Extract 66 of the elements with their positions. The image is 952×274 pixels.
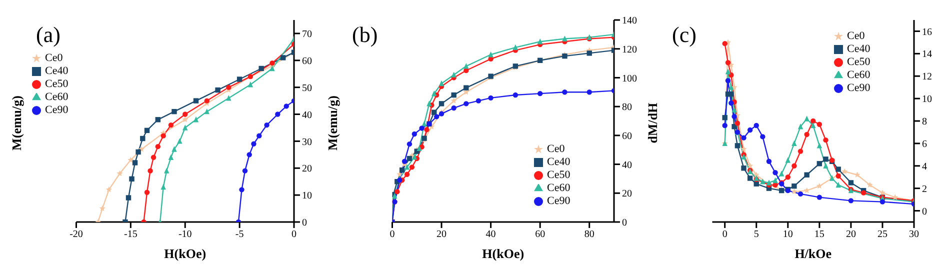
chart-title: (a) <box>36 22 60 48</box>
legend-label: Ce40 <box>847 43 870 55</box>
x-tick-label: -20 <box>70 229 83 240</box>
legend-label: Ce0 <box>847 30 865 42</box>
y-tick-label: 8 <box>922 116 927 128</box>
x-tick-label: 0 <box>292 229 296 240</box>
legend-label: Ce40 <box>45 65 68 77</box>
x-axis-title: H(kOe) <box>164 246 206 261</box>
x-tick-label: 60 <box>535 229 546 240</box>
legend-label: Ce60 <box>45 91 68 103</box>
x-tick-label: -10 <box>178 229 192 240</box>
x-tick-label: 80 <box>584 229 594 240</box>
chart-title: (b) <box>352 22 378 48</box>
legend-label: Ce50 <box>547 169 570 181</box>
y-tick-label: 4 <box>922 161 927 172</box>
y-tick-label: 140 <box>622 16 637 27</box>
y-tick-label: 60 <box>302 56 312 67</box>
y-tick-label: 70 <box>302 29 312 40</box>
y-tick-label: 100 <box>622 73 637 84</box>
x-tick-label: 40 <box>486 229 496 240</box>
y-tick-label: 60 <box>622 130 632 142</box>
legend-label: Ce40 <box>547 156 570 168</box>
x-tick-label: 5 <box>754 229 759 240</box>
x-tick-label: 20 <box>846 229 856 240</box>
x-axis-title: H(kOe) <box>482 246 524 261</box>
x-tick-label: -15 <box>124 229 138 240</box>
x-tick-label: 0 <box>390 229 395 240</box>
legend-label: Ce0 <box>45 52 63 64</box>
x-tick-label: 25 <box>877 229 888 240</box>
y-tick-label: 0 <box>622 218 627 229</box>
y-axis-title: M(emu/g) <box>9 96 25 150</box>
y-tick-label: 30 <box>302 136 312 148</box>
y-tick-label: 40 <box>622 160 632 171</box>
y-tick-label: 0 <box>302 218 307 229</box>
legend-label: Ce0 <box>547 143 565 155</box>
x-tick-label: -5 <box>235 229 244 240</box>
y-tick-label: 16 <box>922 26 932 38</box>
y-tick-label: 0 <box>922 206 927 218</box>
y-axis-title: M(emu/g) <box>325 96 341 150</box>
chart-title: (c) <box>672 22 696 48</box>
y-tick-label: 14 <box>922 49 932 60</box>
x-tick-label: 15 <box>814 229 824 240</box>
legend-label: Ce60 <box>847 69 870 81</box>
y-tick-label: 40 <box>302 110 312 121</box>
y-tick-label: 10 <box>302 190 312 202</box>
y-tick-label: 12 <box>922 72 932 83</box>
x-tick-label: 20 <box>436 229 447 240</box>
y-tick-label: 50 <box>302 82 312 94</box>
x-tick-label: 0 <box>722 229 728 240</box>
y-tick-label: 10 <box>922 94 932 106</box>
legend-label: Ce50 <box>847 56 870 68</box>
y-tick-label: 80 <box>622 102 632 114</box>
x-tick-label: 30 <box>909 229 919 240</box>
y-tick-label: 6 <box>922 138 927 150</box>
y-tick-label: 20 <box>622 188 632 200</box>
y-tick-label: 120 <box>622 44 637 56</box>
y-axis-title: dM/dH <box>645 102 661 144</box>
legend-label: Ce50 <box>45 78 68 90</box>
legend-label: Ce90 <box>847 82 870 94</box>
x-axis-title: H/kOe <box>794 246 832 261</box>
y-tick-label: 20 <box>302 164 312 175</box>
x-tick-label: 10 <box>782 229 793 240</box>
legend-label: Ce60 <box>547 182 570 194</box>
y-tick-label: 2 <box>922 184 927 195</box>
legend-label: Ce90 <box>45 104 68 116</box>
legend-label: Ce90 <box>547 195 570 207</box>
